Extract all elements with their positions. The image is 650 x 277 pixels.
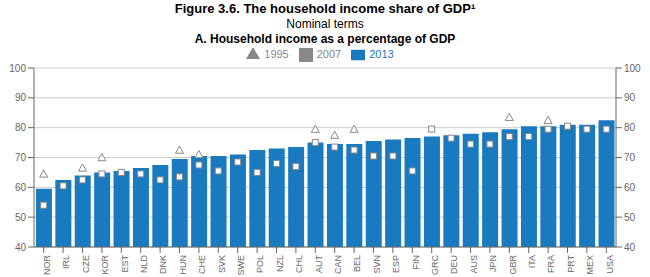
svg-text:HUN: HUN — [178, 255, 188, 275]
svg-text:POL: POL — [255, 255, 265, 273]
svg-text:80: 80 — [15, 122, 27, 133]
svg-text:AUS: AUS — [469, 255, 479, 274]
svg-text:PRT: PRT — [566, 255, 576, 273]
html-text:Nominal terms: Nominal terms — [286, 17, 364, 31]
svg-text:GBR: GBR — [508, 255, 518, 275]
svg-text:CZE: CZE — [81, 255, 91, 273]
svg-text:IRL: IRL — [61, 255, 71, 269]
svg-text:JPN: JPN — [488, 255, 498, 272]
svg-text:CAN: CAN — [333, 255, 343, 274]
svg-text:MEX: MEX — [585, 255, 595, 275]
svg-text:90: 90 — [624, 92, 636, 103]
svg-text:KOR: KOR — [100, 255, 110, 275]
svg-text:60: 60 — [15, 182, 27, 193]
html-text:A. Household income as a perce: A. Household income as a percentage of G… — [194, 32, 456, 46]
svg-text:FIN: FIN — [411, 255, 421, 270]
svg-text:NZL: NZL — [275, 255, 285, 272]
html-text:2013: 2013 — [369, 48, 394, 60]
svg-text:BEL: BEL — [352, 255, 362, 272]
svg-text:AUT: AUT — [314, 254, 324, 273]
svg-text:50: 50 — [624, 212, 636, 223]
svg-text:USA: USA — [605, 255, 615, 274]
svg-text:NLD: NLD — [139, 255, 149, 274]
svg-text:EST: EST — [120, 255, 130, 273]
svg-text:DEU: DEU — [449, 255, 459, 274]
svg-text:80: 80 — [624, 122, 636, 133]
svg-text:CHL: CHL — [294, 255, 304, 273]
svg-text:100: 100 — [9, 63, 26, 74]
svg-text:90: 90 — [15, 92, 27, 103]
svg-text:70: 70 — [624, 152, 636, 163]
svg-text:60: 60 — [624, 182, 636, 193]
svg-text:SVK: SVK — [217, 255, 227, 273]
svg-text:SWE: SWE — [236, 255, 246, 276]
html-text:Figure 3.6. The household inco: Figure 3.6. The household income share o… — [174, 1, 476, 16]
svg-text:DNK: DNK — [158, 255, 168, 274]
html-text:2007: 2007 — [316, 48, 342, 60]
svg-text:70: 70 — [15, 152, 27, 163]
svg-text:FRA: FRA — [546, 255, 556, 273]
svg-text:40: 40 — [624, 242, 636, 253]
svg-text:50: 50 — [15, 212, 27, 223]
svg-text:NOR: NOR — [42, 255, 52, 276]
svg-text:ESP: ESP — [391, 255, 401, 273]
svg-text:GRC: GRC — [430, 255, 440, 276]
svg-text:CHE: CHE — [197, 255, 207, 274]
svg-text:SVN: SVN — [372, 255, 382, 274]
svg-text:ITA: ITA — [527, 255, 537, 268]
svg-text:40: 40 — [15, 242, 27, 253]
svg-text:100: 100 — [624, 63, 641, 74]
html-text:1995: 1995 — [264, 48, 289, 60]
